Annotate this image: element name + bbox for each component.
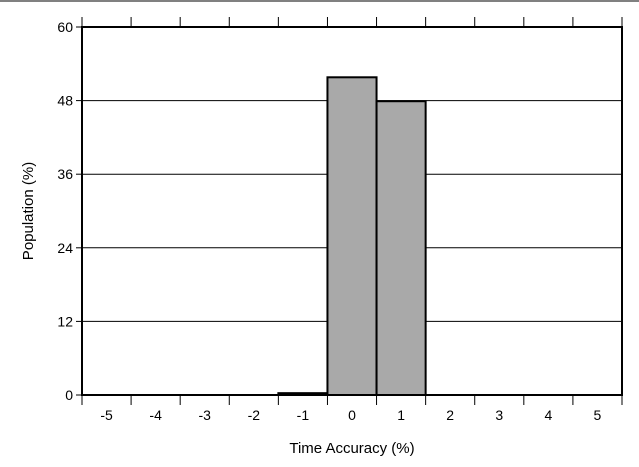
x-axis-title: Time Accuracy (%)	[289, 440, 414, 457]
plot-frame	[81, 26, 623, 396]
x-tick-label: 5	[594, 407, 602, 423]
x-tick-label: 4	[544, 407, 552, 423]
x-tick-label: -5	[100, 407, 113, 423]
bar-1	[375, 100, 427, 396]
y-tick-label: 48	[57, 93, 73, 109]
bars	[277, 76, 427, 397]
y-axis-title: Population (%)	[20, 162, 37, 260]
y-tick-label: 12	[57, 313, 73, 329]
x-tick-label: -3	[199, 407, 212, 423]
x-tick-label: 2	[446, 407, 454, 423]
y-tick-label: 36	[57, 166, 73, 182]
y-tick-label: 0	[65, 387, 73, 403]
ticks	[76, 17, 623, 405]
x-tick-label: 3	[495, 407, 503, 423]
x-tick-label: 1	[397, 407, 405, 423]
x-tick-label: 0	[348, 407, 356, 423]
bar-0	[326, 76, 378, 396]
x-tick-label: -4	[149, 407, 162, 423]
y-tick-label: 24	[57, 240, 73, 256]
x-tick-label: -2	[248, 407, 261, 423]
y-tick-label: 60	[57, 19, 73, 35]
x-tick-label: -1	[297, 407, 310, 423]
